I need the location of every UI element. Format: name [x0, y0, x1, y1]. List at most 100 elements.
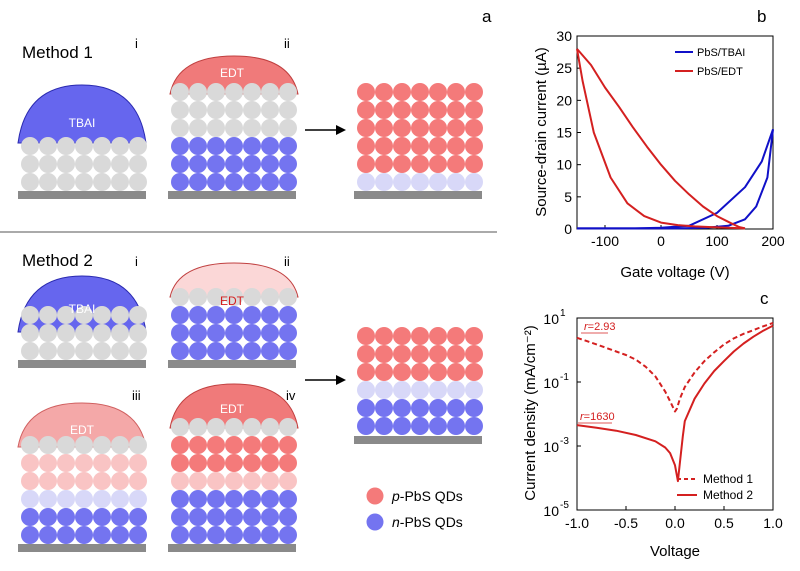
stack-m2-result-dot [447, 345, 465, 363]
stack-m1-i-dot [75, 137, 93, 155]
legend-n-dot [366, 513, 384, 531]
legend-n-prefix: n [392, 514, 400, 530]
stack-m1-ii-dot [261, 155, 279, 173]
stack-m1-ii-dot [261, 173, 279, 191]
chart-c-legend-m2: Method 2 [703, 488, 753, 502]
stack-m2-iv-dot [189, 508, 207, 526]
stack-m1-ii-dot [207, 137, 225, 155]
stack-m2-iv-dot [243, 508, 261, 526]
stack-m2-iii-dot [129, 490, 147, 508]
stack-m1-ii-dot [189, 137, 207, 155]
stack-m2-iv-dot [207, 490, 225, 508]
stack-m2-iv-dot [207, 418, 225, 436]
stack-m2-result-dot [393, 363, 411, 381]
stack-m2-i-substrate [18, 360, 146, 368]
chart-b-series-tbai-0 [577, 128, 774, 230]
stack-m2-i-dot [21, 342, 39, 360]
stack-m2-iv-dot [261, 418, 279, 436]
stack-m2-iv-dot [189, 490, 207, 508]
stack-m1-result-dot [375, 119, 393, 137]
stack-m2-ii-dot [279, 342, 297, 360]
stack-m2-iii-dot [129, 454, 147, 472]
stack-m2-ii-dot [225, 288, 243, 306]
chart-c-ytick-exponent: 1 [560, 308, 566, 319]
chart-b-legend-tbai: PbS/TBAI [697, 47, 745, 59]
stack-m1-result-dot [393, 155, 411, 173]
stack-m1-i-dot [39, 173, 57, 191]
stack-m2-result [354, 327, 483, 444]
stack-m2-result-dot [411, 399, 429, 417]
stack-m2-iii-dot [93, 454, 111, 472]
stack-m2-result-dot [411, 417, 429, 435]
stack-m2-iv-dot [279, 418, 297, 436]
stack-m1-result-dot [447, 137, 465, 155]
stack-m2-iv-dot [261, 454, 279, 472]
stack-m1-ii-dot [189, 101, 207, 119]
stack-m2-iv-dot [207, 454, 225, 472]
stack-m2-result-dot [465, 363, 483, 381]
stack-m2-ii-dot [207, 324, 225, 342]
stack-m1-result-dot [375, 101, 393, 119]
stack-m2-ii-dot [225, 342, 243, 360]
stack-m2-ii-dot [189, 324, 207, 342]
chart-b-ytick-label: 10 [556, 157, 572, 173]
stack-m1-result-dot [357, 137, 375, 155]
stack-m2-iv-dot [243, 418, 261, 436]
stack-m2-result-dot [357, 381, 375, 399]
stack-m2-iii-dot [93, 490, 111, 508]
stack-m2-iv-dot [189, 418, 207, 436]
chart-c-xtick-label: 1.0 [763, 515, 783, 531]
stack-m2-iv-dot [243, 490, 261, 508]
stack-m2-result-substrate [354, 436, 482, 444]
stack-m2-ii-dot [207, 342, 225, 360]
stack-m2-iv-dot [225, 436, 243, 454]
stack-m2-result-dot [357, 345, 375, 363]
stack-m2-result-dot [411, 381, 429, 399]
stack-m2-ii-dot [171, 306, 189, 324]
stack-m1-ii-dot [171, 101, 189, 119]
chart-b-ytick-label: 20 [556, 92, 572, 108]
stack-m1-i-dot [111, 137, 129, 155]
stack-m1-result-dot [357, 173, 375, 191]
stack-m2-result-dot [375, 327, 393, 345]
stack-m1-i-dot [75, 155, 93, 173]
stack-m2-ii-dot [261, 306, 279, 324]
stack-m2-iii-dot [57, 436, 75, 454]
chart-c-lines [576, 322, 774, 483]
stack-m2-iv-dot [279, 490, 297, 508]
chart-b-series-edt-3 [576, 48, 746, 230]
stack-m2-result-dot [375, 399, 393, 417]
stack-m2-i-dot [39, 306, 57, 324]
method2-step-iii: iii [132, 388, 141, 403]
stack-m2-iii-dot [21, 508, 39, 526]
stack-m1-i-dot [57, 155, 75, 173]
stack-m1-result-dot [447, 119, 465, 137]
stack-m2-result-dot [411, 363, 429, 381]
chart-c-ytick-label: 10 [543, 375, 559, 391]
stack-m2-iii-dot [57, 508, 75, 526]
stack-m2-result-dot [465, 327, 483, 345]
stack-m2-result-dot [465, 399, 483, 417]
stack-m2-iv-dot [171, 508, 189, 526]
stack-m2-iv-dot [243, 454, 261, 472]
stack-m1-result-dot [429, 119, 447, 137]
stack-m2-iii-dot [39, 508, 57, 526]
stack-m2-result-dot [393, 399, 411, 417]
stack-m2-i-dot [129, 324, 147, 342]
panel-label-b: b [757, 7, 766, 26]
method1-title: Method 1 [22, 43, 93, 62]
chart-c-annotation-m2-var: r [580, 411, 585, 423]
stack-m1-i-dot [39, 137, 57, 155]
stack-m2-result-dot [375, 363, 393, 381]
stack-m2-iii-dot [39, 436, 57, 454]
cap-edt-m2-iv [169, 383, 299, 429]
chart-c-series-method-1 [576, 322, 774, 413]
chart-c-xtick-label: 0.0 [665, 515, 685, 531]
cap-label-edt-m1: EDT [220, 66, 245, 80]
stack-m2-iii-dot [129, 526, 147, 544]
stack-m2-iv-dot [225, 472, 243, 490]
chart-c-ytick-exponent: -5 [560, 500, 569, 511]
stack-m2-iii-dot [57, 472, 75, 490]
stack-m2-result-dot [429, 381, 447, 399]
